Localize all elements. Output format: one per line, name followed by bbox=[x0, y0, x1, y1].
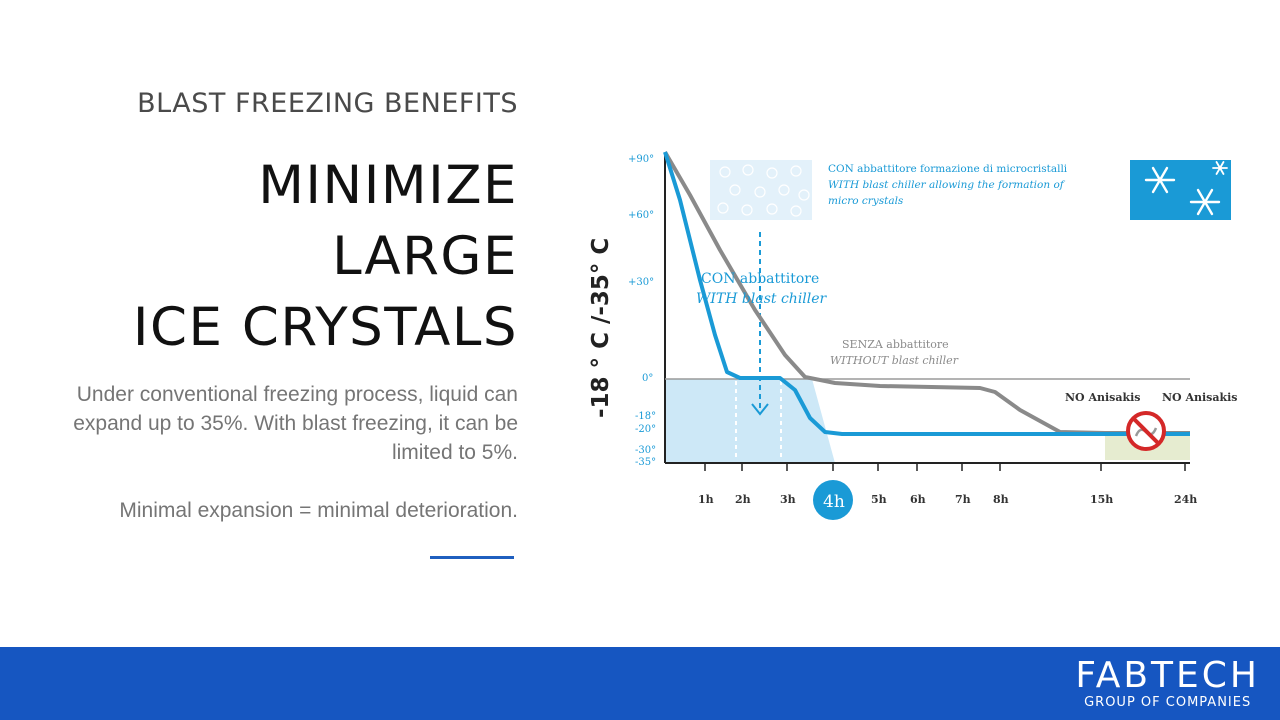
body-paragraph-2: Minimal expansion = minimal deterioratio… bbox=[119, 499, 518, 522]
no-parasite-icon bbox=[1126, 411, 1166, 451]
highlight-time-badge bbox=[813, 480, 853, 520]
y-tick-label: +60° bbox=[628, 210, 654, 221]
x-tick-label: 7h bbox=[955, 493, 971, 506]
y-tick-label: -18° bbox=[635, 411, 656, 422]
brand-tagline: GROUP OF COMPANIES bbox=[1084, 695, 1252, 710]
brand-name: FABTECH bbox=[1075, 655, 1260, 696]
blast-zone-shading bbox=[665, 379, 835, 463]
x-tick-label: 8h bbox=[993, 493, 1009, 506]
y-tick-label: 0° bbox=[642, 373, 653, 384]
snowflake-icon bbox=[1130, 160, 1231, 220]
series-line-without bbox=[663, 150, 1190, 435]
x-tick-label: 1h bbox=[698, 493, 714, 506]
brand-logo: FABTECH GROUP OF COMPANIES bbox=[1075, 657, 1260, 711]
title-line-2: LARGE bbox=[332, 226, 518, 287]
guide-lines bbox=[735, 381, 782, 461]
y-axis-title: -18 ° C /-35° C bbox=[588, 238, 614, 418]
no-anisakis-label: NO Anisakis bbox=[1065, 391, 1141, 404]
highlight-time-label: 4h bbox=[823, 492, 845, 512]
section-eyebrow: BLAST FREEZING BENEFITS bbox=[137, 88, 518, 119]
x-tick-label: 6h bbox=[910, 493, 926, 506]
with-label-en: WITH blast chiller bbox=[696, 291, 828, 307]
y-tick-label: -20° bbox=[635, 424, 656, 435]
accent-divider bbox=[430, 556, 514, 559]
microcrystal-caption-en: WITH blast chiller allowing the formatio… bbox=[828, 179, 1066, 191]
slide-title: MINIMIZE LARGE ICE CRYSTALS bbox=[133, 150, 518, 363]
x-tick-marks bbox=[704, 463, 1186, 471]
y-tick-label: +90° bbox=[628, 154, 654, 165]
y-tick-label: -35° bbox=[635, 457, 656, 468]
x-tick-label: 2h bbox=[735, 493, 751, 506]
y-tick-label: -30° bbox=[635, 445, 656, 456]
with-label-it: CON abbattitore bbox=[701, 271, 819, 287]
body-text: Under conventional freezing process, liq… bbox=[38, 380, 518, 525]
freezing-curve-chart: +90° +60° +30° 0° -18° -20° -30° -35° -1… bbox=[588, 150, 1238, 520]
no-anisakis-label: NO Anisakis bbox=[1162, 391, 1238, 404]
without-label-it: SENZA abbattitore bbox=[842, 338, 949, 351]
footer-bar: FABTECH GROUP OF COMPANIES bbox=[0, 647, 1280, 720]
body-paragraph-1: Under conventional freezing process, liq… bbox=[73, 383, 518, 464]
x-tick-label: 15h bbox=[1090, 493, 1113, 506]
down-arrow-icon bbox=[751, 232, 769, 416]
microcrystal-caption-it: CON abbattitore formazione di microcrist… bbox=[828, 163, 1068, 175]
without-label-en: WITHOUT blast chiller bbox=[830, 354, 959, 367]
y-tick-label: +30° bbox=[628, 277, 654, 288]
x-tick-label: 3h bbox=[780, 493, 796, 506]
microcrystal-swatch bbox=[710, 160, 812, 220]
series-line-with bbox=[663, 151, 1190, 436]
title-line-3: ICE CRYSTALS bbox=[132, 297, 518, 358]
microcrystal-caption-en2: micro crystals bbox=[828, 195, 904, 207]
title-line-1: MINIMIZE bbox=[258, 155, 518, 216]
x-tick-label: 24h bbox=[1174, 493, 1197, 506]
x-tick-label: 5h bbox=[871, 493, 887, 506]
